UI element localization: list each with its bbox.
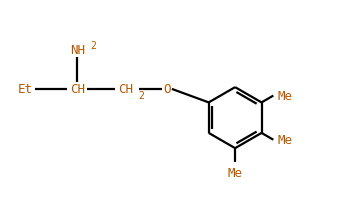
Text: 2: 2 bbox=[90, 41, 96, 51]
Text: O: O bbox=[163, 83, 170, 96]
Text: Et: Et bbox=[18, 83, 33, 96]
Text: CH: CH bbox=[70, 83, 85, 96]
Text: Me: Me bbox=[278, 90, 293, 103]
Text: 2: 2 bbox=[138, 91, 144, 101]
Text: Me: Me bbox=[278, 134, 293, 146]
Text: Me: Me bbox=[227, 166, 242, 179]
Text: CH: CH bbox=[118, 83, 133, 96]
Text: NH: NH bbox=[70, 44, 85, 57]
